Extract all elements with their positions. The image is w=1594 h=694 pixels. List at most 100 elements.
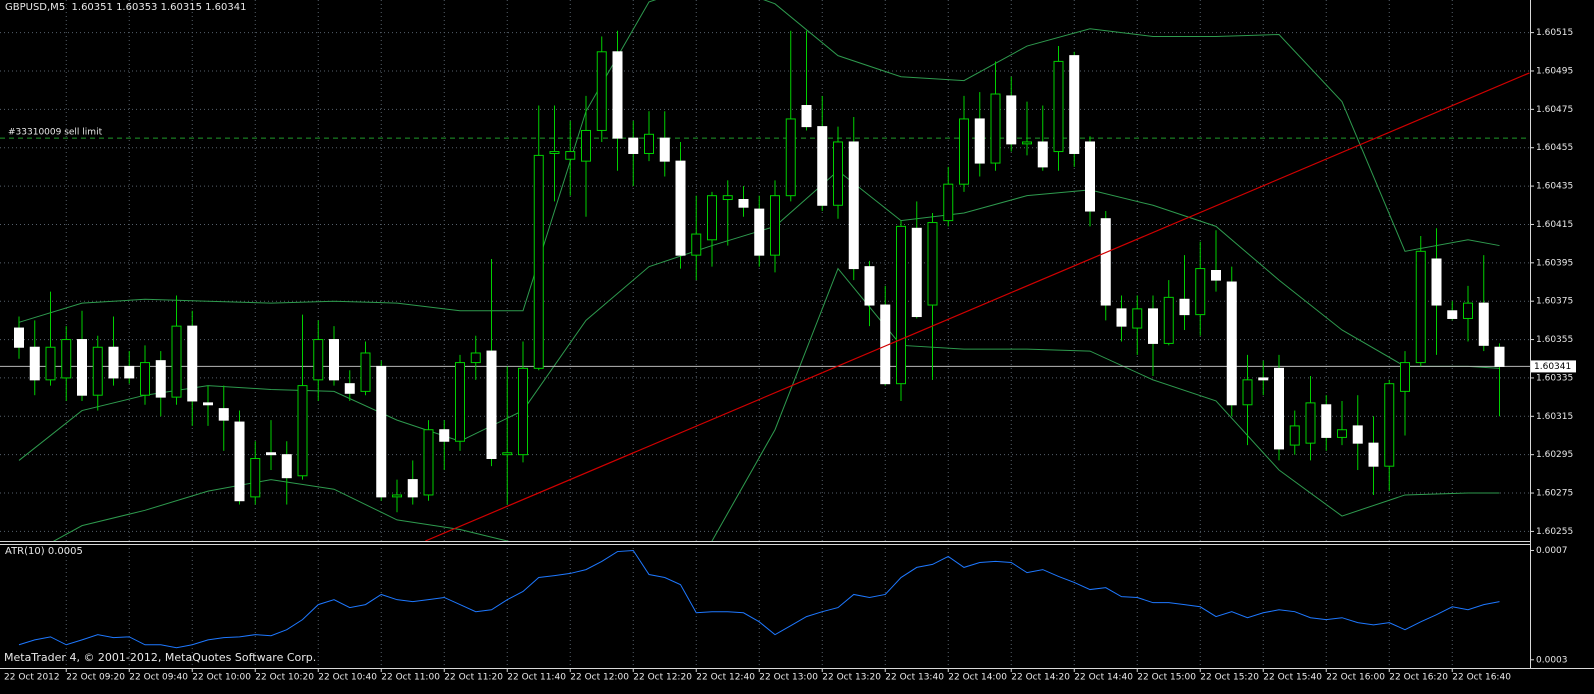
x-tick-label: 22 Oct 10:00: [192, 673, 251, 683]
candle-body-down: [329, 339, 339, 381]
candle-body-up: [549, 151, 560, 154]
candle-body-down: [817, 126, 828, 206]
bollinger-upper: [18, 0, 1500, 323]
y-tick-label: 1.60415: [1536, 220, 1573, 230]
candle-body-down: [14, 327, 24, 348]
x-tick-label: 22 Oct 11:00: [381, 673, 440, 683]
copyright: MetaTrader 4, © 2001-2012, MetaQuotes So…: [4, 651, 316, 664]
candle-body-down: [155, 360, 166, 398]
candle-body-up: [1163, 296, 1174, 344]
y-tick-label: 1.60515: [1536, 28, 1573, 38]
y-tick-label: 1.60335: [1536, 373, 1573, 383]
candle-body-up: [722, 195, 733, 201]
candle-body-down: [848, 141, 859, 270]
x-tick-label: 22 Oct 14:20: [1011, 673, 1070, 683]
candle-body-up: [250, 458, 261, 498]
candle-body-up: [502, 452, 513, 456]
candle-body-down: [911, 227, 922, 318]
candle-body-up: [1400, 362, 1410, 392]
x-tick-label: 22 Oct 12:20: [633, 673, 692, 683]
candle-body-down: [659, 137, 670, 162]
x-tick-label: 22 Oct 13:40: [885, 673, 944, 683]
candle-body-up: [990, 93, 1001, 164]
candle-body-down: [754, 208, 765, 256]
candle-body-up: [770, 195, 780, 256]
candle-body-up: [140, 362, 150, 396]
candle-body-down: [1037, 141, 1048, 168]
trendline: [425, 72, 1530, 541]
candle-body-up: [1289, 425, 1300, 446]
x-tick-label: 22 Oct 2012: [4, 673, 60, 683]
candle-body-up: [1242, 379, 1253, 406]
candle-body-down: [281, 454, 292, 479]
candle-body-up: [313, 339, 324, 381]
candle-body-up: [596, 51, 607, 131]
candle-body-down: [1179, 298, 1190, 316]
y-tick-label: 0.0003: [1536, 655, 1568, 665]
candle-body-down: [218, 408, 229, 421]
candle-body-up: [896, 225, 906, 385]
candle-body-down: [1258, 377, 1269, 381]
candle-body-up: [423, 429, 434, 496]
candle-body-down: [77, 339, 87, 396]
bollinger-lower: [52, 267, 1500, 541]
candle-body-down: [29, 346, 40, 381]
candle-body-up: [959, 118, 969, 185]
candle-body-down: [439, 429, 450, 442]
x-tick-label: 22 Oct 14:00: [948, 673, 1007, 683]
candle-body-up: [785, 118, 796, 197]
chart-title: GBPUSD,M5 1.60351 1.60353 1.60315 1.6034…: [5, 2, 246, 13]
y-tick-label: 1.60435: [1536, 182, 1573, 192]
y-tick-label: 1.60295: [1536, 450, 1573, 460]
candle-body-down: [1447, 310, 1458, 319]
candle-body-up: [518, 367, 528, 456]
y-tick-label: 1.60495: [1536, 66, 1573, 76]
x-tick-label: 22 Oct 12:40: [696, 673, 755, 683]
y-tick-label: 1.60395: [1536, 258, 1573, 268]
candle-body-down: [1226, 281, 1237, 406]
y-tick-label: 1.60315: [1536, 412, 1573, 422]
x-tick-label: 22 Oct 16:00: [1326, 673, 1385, 683]
candle-body-down: [1321, 404, 1332, 438]
candle-body-up: [1053, 60, 1064, 153]
y-tick-label: 1.60375: [1536, 297, 1573, 307]
candle-body-down: [1100, 218, 1111, 306]
candle-body-up: [1337, 429, 1347, 438]
candle-body-up: [470, 352, 481, 364]
candle-body-up: [581, 129, 591, 162]
candle-body-up: [45, 346, 56, 381]
candle-body-down: [1006, 95, 1017, 145]
x-tick-label: 22 Oct 09:20: [66, 673, 125, 683]
candle-body-up: [92, 346, 103, 396]
candle-body-up: [455, 362, 465, 442]
y-tick-label: 1.60455: [1536, 143, 1573, 153]
candle-body-down: [864, 266, 875, 306]
candle-body-down: [407, 479, 418, 498]
candle-body-down: [1494, 346, 1505, 367]
candle-body-down: [1211, 270, 1221, 281]
candle-body-up: [171, 325, 182, 398]
candle-body-down: [108, 346, 119, 379]
x-tick-label: 22 Oct 13:20: [822, 673, 881, 683]
candle-body-up: [1022, 141, 1032, 145]
x-tick-label: 22 Oct 15:00: [1137, 673, 1196, 683]
candle-body-up: [1384, 383, 1395, 467]
candle-body-down: [1431, 258, 1442, 306]
x-tick-label: 22 Oct 15:40: [1263, 673, 1322, 683]
main-plot: [0, 0, 1530, 541]
x-tick-label: 22 Oct 11:20: [444, 673, 503, 683]
candle-body-down: [1085, 141, 1095, 212]
candle-body-down: [974, 118, 985, 164]
candle-body-up: [927, 222, 938, 306]
candle-body-up: [1195, 268, 1206, 316]
candle-body-up: [61, 339, 72, 379]
atr-plot: [18, 549, 1500, 649]
candle-body-down: [234, 421, 245, 502]
candle-body-down: [344, 383, 355, 394]
candle-body-up: [833, 141, 843, 206]
indicator-line: [18, 549, 1500, 649]
candle-body-down: [376, 365, 387, 498]
last-price-label: 1.60341: [1534, 362, 1571, 372]
x-tick-label: 22 Oct 16:40: [1452, 673, 1511, 683]
